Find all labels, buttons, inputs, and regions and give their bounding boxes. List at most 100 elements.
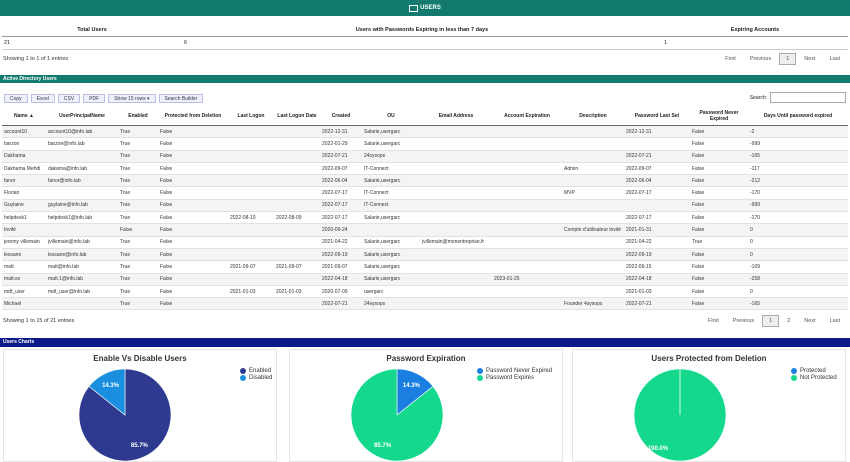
table-cell: True xyxy=(118,150,158,163)
table-row[interactable]: Invité False False 2020-09-24 Compte d'utili… xyxy=(2,223,848,237)
table-cell xyxy=(492,260,562,274)
table-row[interactable]: matt matt@info.lab True False 2021-09-07 2021… xyxy=(2,260,848,274)
table-body: account10 account10@info.lab True False 2022… xyxy=(2,125,848,311)
column-header[interactable]: Created xyxy=(320,106,362,126)
column-header[interactable]: Days Until password expired xyxy=(748,106,848,126)
table-cell xyxy=(420,150,492,163)
summary-header-expiring-accounts: Expiring Accounts xyxy=(662,24,848,37)
table-cell: 2022-09-15 xyxy=(624,260,690,274)
table-cell: False xyxy=(690,150,748,163)
table-cell: 0 xyxy=(748,248,848,262)
table-cell: Guylaine xyxy=(2,199,46,213)
column-header[interactable]: OU xyxy=(362,106,420,126)
table-cell: False xyxy=(690,248,748,262)
table-row[interactable]: matt.ex matt.1@info.lab True False 2022-04-1… xyxy=(2,273,848,286)
search-input[interactable] xyxy=(770,92,846,103)
table-cell: guylaine@info.lab xyxy=(46,199,118,213)
column-header[interactable]: Password Last Set xyxy=(624,106,690,126)
column-header[interactable]: Email Address xyxy=(420,106,492,126)
table-cell: jvillemain@monentreprise.fr xyxy=(420,236,492,249)
column-header[interactable]: Last Logon xyxy=(228,106,274,126)
table-cell: 2021-04-22 xyxy=(320,236,362,249)
table-row[interactable]: helpdesk1 helpdesk1@info.lab True False 2022… xyxy=(2,211,848,225)
table-cell: Compte d'utilisateur invité xyxy=(562,223,624,237)
legend-item-password-expires[interactable]: Password Expires xyxy=(477,375,552,381)
legend-item-not-protected[interactable]: Not Protected xyxy=(791,375,837,381)
table-cell: IT-Connect xyxy=(362,199,420,213)
pager-last[interactable]: Last xyxy=(829,56,840,62)
column-header[interactable]: Account Expiration xyxy=(492,106,562,126)
chart-legend: Password Never Expired Password Expires xyxy=(477,368,552,382)
table-row[interactable]: mdt_user mdt_user@info.lab True False 2021-0… xyxy=(2,285,848,299)
column-header[interactable]: Protected from Deletion xyxy=(158,106,228,126)
column-header[interactable]: Last Logon Date xyxy=(274,106,320,126)
table-cell xyxy=(562,125,624,139)
table-cell xyxy=(420,162,492,176)
pager-page-2[interactable]: 2 xyxy=(787,318,791,324)
ad-users-section-header: Active Directory Users xyxy=(0,75,850,83)
legend-item-disabled[interactable]: Disabled xyxy=(240,375,272,381)
column-header[interactable]: UserPrincipalName xyxy=(46,106,118,126)
table-cell xyxy=(274,125,320,139)
pager-next[interactable]: Next xyxy=(804,318,816,324)
table-cell: 2022-12-31 xyxy=(624,125,690,139)
table-row[interactable]: account10 account10@info.lab True False 2022… xyxy=(2,125,848,139)
table-cell: matt.1@info.lab xyxy=(46,273,118,286)
show-rows-dropdown[interactable]: Show 15 rows ▾ xyxy=(108,94,156,103)
legend-item-protected[interactable]: Protected xyxy=(791,368,837,374)
table-cell: barzon xyxy=(2,137,46,151)
pager-page-1[interactable]: 1 xyxy=(762,315,780,327)
pager-next[interactable]: Next xyxy=(804,56,816,62)
column-header[interactable]: Enabled xyxy=(118,106,158,126)
pager-previous[interactable]: Previous xyxy=(732,318,755,324)
table-row[interactable]: Florian True False 2022-07-17 IT-Connect MVP 2… xyxy=(2,186,848,200)
legend-swatch xyxy=(477,375,483,381)
pager-last[interactable]: Last xyxy=(829,318,840,324)
table-row[interactable]: Guylaine guylaine@info.lab True False 2022-0… xyxy=(2,199,848,213)
table-cell: fanor@info.lab xyxy=(46,174,118,188)
table-cell: 2022-09-07 xyxy=(624,162,690,176)
table-cell: usergarc xyxy=(362,285,420,299)
excel-button[interactable]: Excel xyxy=(30,94,55,103)
table-row[interactable]: jeremy villemain jvillemain@info.lab True F… xyxy=(2,236,848,249)
column-header[interactable]: Description xyxy=(562,106,624,126)
copy-button[interactable]: Copy xyxy=(4,94,28,103)
table-cell xyxy=(274,297,320,311)
table-row[interactable]: Michael True False 2022-07-21 24sysops Founde… xyxy=(2,297,848,311)
table-cell xyxy=(420,285,492,299)
pie-slice-password-expires[interactable] xyxy=(350,368,444,462)
pager-first[interactable]: First xyxy=(708,318,719,324)
pager-first[interactable]: First xyxy=(725,56,736,62)
table-row[interactable]: fanor fanor@info.lab True False 2022-06-04 Sa… xyxy=(2,174,848,188)
table-cell xyxy=(420,260,492,274)
pdf-button[interactable]: PDF xyxy=(83,94,106,103)
column-header[interactable]: Name ▲ xyxy=(2,106,46,126)
legend-label: Password Never Expired xyxy=(486,368,553,374)
pager-page-1[interactable]: 1 xyxy=(779,53,797,65)
ad-users-table: Name ▲ UserPrincipalName Enabled Protected … xyxy=(2,106,848,311)
legend-item-enabled[interactable]: Enabled xyxy=(240,368,272,374)
table-cell: False xyxy=(690,186,748,200)
table-cell: True xyxy=(118,125,158,139)
table-entries-info: Showing 1 to 15 of 21 entries xyxy=(3,318,75,324)
table-cell: fanor xyxy=(2,174,46,188)
csv-button[interactable]: CSV xyxy=(57,94,81,103)
table-row[interactable]: Dakhama True False 2022-07-21 24sysops 2022-0… xyxy=(2,150,848,163)
column-header[interactable]: Password Never Expired xyxy=(690,106,748,126)
table-cell xyxy=(492,211,562,225)
legend-item-password-never-expired[interactable]: Password Never Expired xyxy=(477,368,552,374)
table-cell: account10 xyxy=(2,125,46,139)
table-cell: 0 xyxy=(748,223,848,237)
search-builder-button[interactable]: Search Builder xyxy=(158,94,204,103)
table-cell xyxy=(562,174,624,188)
pie-data-label: 14.3% xyxy=(102,383,120,389)
table-cell: False xyxy=(158,186,228,200)
table-row[interactable]: barzon barzon@info.lab True False 2022-01-29… xyxy=(2,137,848,151)
table-cell xyxy=(420,223,492,237)
table-cell: 2021-01-31 xyxy=(624,223,690,237)
table-cell: IT-Connect xyxy=(362,162,420,176)
table-row[interactable]: Dakhama Mehdi dakama@info.lab True False 202… xyxy=(2,162,848,176)
pager-previous[interactable]: Previous xyxy=(749,56,772,62)
table-row[interactable]: lessane lessane@info.lab True False 2022-09-… xyxy=(2,248,848,262)
pie-slice-disabled[interactable] xyxy=(88,368,126,416)
